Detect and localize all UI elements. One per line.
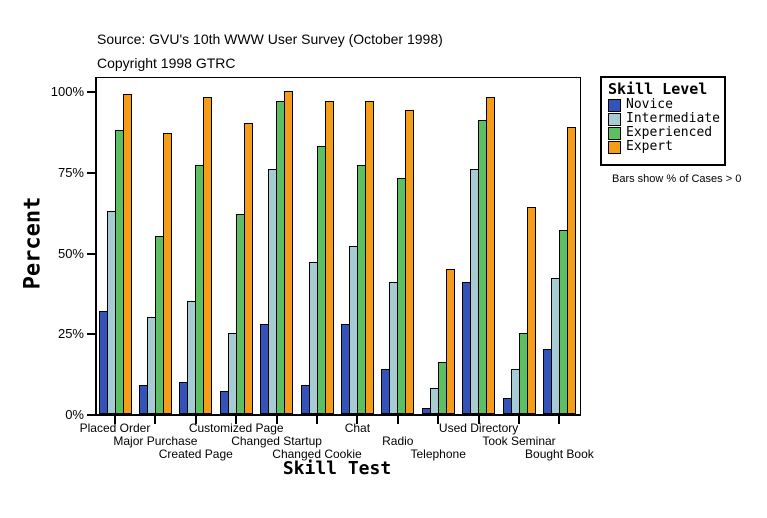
y-tick [87, 414, 95, 416]
legend: Skill Level Novice Intermediate Experience… [600, 76, 726, 166]
x-tick [275, 416, 278, 424]
x-tick [518, 416, 520, 424]
legend-item: Expert [608, 140, 724, 154]
copyright-text: Copyright 1998 GTRC [97, 55, 236, 71]
bar-expert [324, 101, 334, 414]
legend-swatch-experienced [608, 126, 621, 140]
legend-item: Intermediate [608, 112, 724, 126]
y-tick [87, 333, 95, 336]
plot-area [95, 77, 581, 416]
x-tick [437, 416, 440, 424]
x-category-label: Customized Page [188, 421, 284, 435]
y-tick-label: 75% [57, 164, 84, 180]
x-category-label: Created Page [158, 447, 233, 461]
x-category-label: Chat [344, 421, 371, 435]
y-tick-label: 0% [65, 407, 84, 422]
legend-item-label: Intermediate [626, 111, 720, 126]
x-tick [114, 416, 116, 424]
y-tick [87, 252, 95, 255]
legend-item-label: Expert [626, 139, 673, 154]
x-tick [356, 416, 359, 424]
x-tick [235, 416, 238, 424]
bar-expert [566, 127, 576, 414]
x-axis-title: Skill Test [282, 458, 392, 479]
x-category-label: Changed Cookie [272, 447, 362, 461]
y-tick-label: 50% [57, 245, 84, 261]
x-category-label: Used Directory [438, 421, 519, 435]
x-category-label: Radio [382, 434, 414, 448]
x-category-label: Major Purchase [113, 434, 198, 448]
bar-expert [243, 123, 253, 414]
x-tick [316, 416, 318, 424]
legend-item-label: Experienced [626, 125, 713, 140]
x-tick [194, 416, 197, 424]
bar-expert [203, 97, 213, 414]
bar-expert [526, 207, 536, 414]
x-category-label: Placed Order [79, 421, 151, 435]
bar-expert [122, 94, 132, 414]
legend-swatch-intermediate [608, 112, 621, 126]
x-tick [477, 416, 480, 424]
legend-item: Novice [608, 98, 724, 112]
legend-item: Experienced [608, 126, 724, 140]
legend-swatch-expert [608, 140, 621, 154]
x-category-label: Changed Startup [231, 434, 322, 448]
bar-expert [405, 110, 415, 414]
x-category-label: Took Seminar [482, 434, 556, 448]
y-axis-title: Percent [20, 196, 46, 290]
source-text: Source: GVU's 10th WWW User Survey (Octo… [97, 31, 443, 47]
x-tick [396, 416, 399, 424]
y-tick [87, 171, 95, 174]
legend-item-label: Novice [626, 97, 673, 112]
bar-expert [364, 101, 374, 414]
legend-note: Bars show % of Cases > 0 [612, 173, 742, 185]
y-tick-label: 100% [50, 84, 84, 99]
x-category-label: Bought Book [525, 447, 594, 461]
y-tick-label: 25% [57, 326, 84, 342]
legend-items: Novice Intermediate Experienced Expert [608, 98, 724, 154]
bar-expert [486, 97, 496, 414]
y-tick [87, 91, 95, 93]
x-tick [558, 416, 561, 424]
bar-expert [445, 269, 455, 414]
bar-expert [162, 133, 172, 414]
x-category-label: Telephone [410, 447, 466, 461]
bar-expert [284, 91, 294, 414]
legend-swatch-novice [608, 98, 621, 112]
legend-title: Skill Level [608, 80, 708, 98]
x-tick [154, 416, 157, 424]
